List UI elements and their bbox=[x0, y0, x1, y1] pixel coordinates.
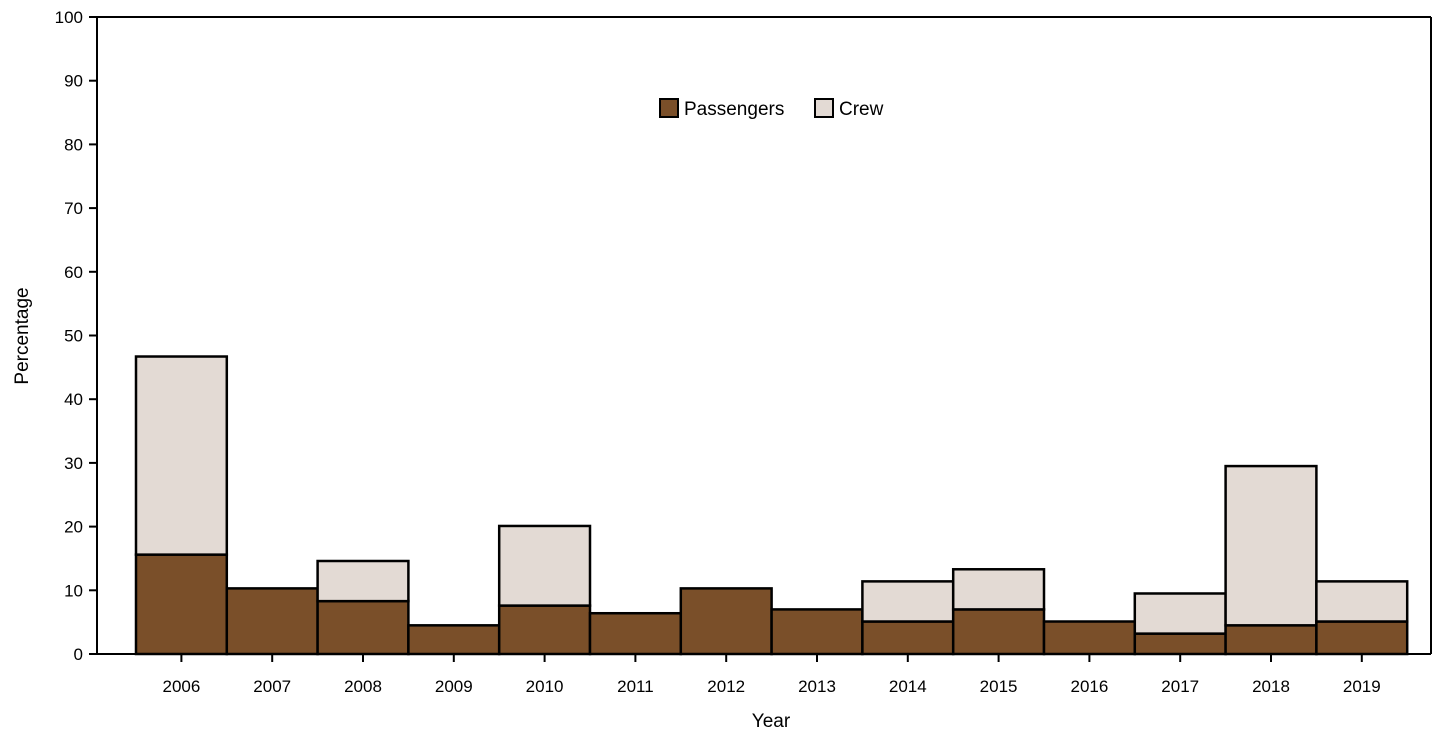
bar-passengers-2015 bbox=[951, 608, 1046, 656]
y-tick-label: 60 bbox=[64, 263, 83, 282]
legend-swatch-passengers bbox=[659, 98, 679, 118]
bar-passengers-2014 bbox=[861, 620, 955, 656]
y-tick-label: 0 bbox=[74, 645, 83, 664]
legend-label-crew: Crew bbox=[839, 99, 884, 120]
bar-passengers-2016 bbox=[1042, 620, 1137, 656]
bar-crew-2017 bbox=[1133, 592, 1227, 635]
bar-crew-2008 bbox=[316, 559, 410, 603]
bar-passengers-2010 bbox=[497, 604, 592, 656]
y-axis-title: Percentage bbox=[12, 287, 33, 384]
bar-crew-2019 bbox=[1315, 580, 1409, 623]
x-tick-label: 2011 bbox=[617, 677, 654, 696]
x-tick-label: 2006 bbox=[162, 677, 200, 696]
bar-passengers-2006 bbox=[134, 553, 229, 656]
x-tick-label: 2019 bbox=[1343, 677, 1381, 696]
y-tick-label: 30 bbox=[64, 454, 83, 473]
y-tick-label: 10 bbox=[64, 581, 83, 600]
bar-crew-2014 bbox=[861, 580, 955, 623]
bar-crew-2006 bbox=[134, 355, 229, 556]
x-axis: 2006 2007 2008 2009 2010 2011 2012 2013 2014 2015… bbox=[162, 654, 1381, 696]
y-tick-label: 50 bbox=[64, 327, 83, 346]
x-tick-label: 2015 bbox=[980, 677, 1018, 696]
x-tick-label: 2014 bbox=[889, 677, 927, 696]
x-tick-label: 2008 bbox=[344, 677, 382, 696]
bars bbox=[134, 355, 1409, 656]
bar-passengers-2011 bbox=[588, 611, 683, 656]
bar-passengers-2019 bbox=[1315, 620, 1409, 656]
bar-passengers-2018 bbox=[1224, 624, 1318, 656]
y-tick-label: 80 bbox=[64, 135, 83, 154]
bar-passengers-2008 bbox=[316, 599, 410, 656]
x-tick-label: 2009 bbox=[435, 677, 473, 696]
y-tick-label: 90 bbox=[64, 72, 83, 91]
bar-crew-2010 bbox=[497, 524, 592, 607]
y-tick-label: 100 bbox=[55, 8, 83, 27]
x-tick-label: 2013 bbox=[798, 677, 836, 696]
x-tick-label: 2018 bbox=[1252, 677, 1290, 696]
y-tick-label: 20 bbox=[64, 518, 83, 537]
x-tick-label: 2007 bbox=[253, 677, 291, 696]
legend-swatch-crew bbox=[814, 98, 834, 118]
y-tick-label: 70 bbox=[64, 199, 83, 218]
legend-label-passengers: Passengers bbox=[684, 99, 784, 120]
bar-crew-2015 bbox=[951, 568, 1046, 611]
bar-crew-2018 bbox=[1224, 464, 1318, 627]
x-tick-label: 2016 bbox=[1070, 677, 1108, 696]
x-tick-label: 2010 bbox=[526, 677, 564, 696]
legend: Passengers Crew bbox=[659, 98, 884, 120]
x-tick-label: 2017 bbox=[1161, 677, 1199, 696]
x-axis-title: Year bbox=[752, 711, 791, 732]
y-tick-label: 40 bbox=[64, 390, 83, 409]
axis-lines bbox=[96, 16, 1432, 655]
bar-passengers-2013 bbox=[770, 608, 864, 656]
x-tick-label: 2012 bbox=[707, 677, 745, 696]
bar-passengers-2009 bbox=[407, 624, 501, 656]
y-axis: 0 10 20 30 40 50 60 70 80 90 100 bbox=[55, 8, 97, 664]
bar-passengers-2012 bbox=[679, 587, 773, 656]
bar-passengers-2017 bbox=[1133, 632, 1227, 656]
bar-passengers-2007 bbox=[225, 587, 319, 656]
